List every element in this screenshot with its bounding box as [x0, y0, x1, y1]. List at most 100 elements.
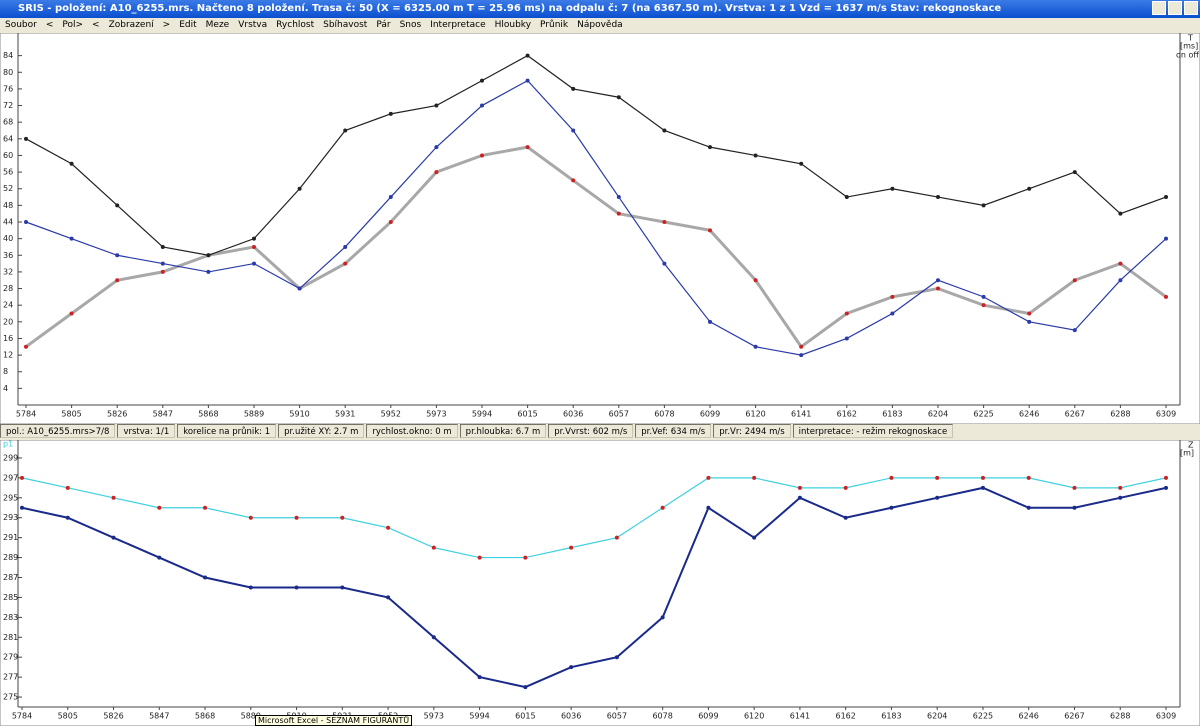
x-tick-label: 6141 — [790, 712, 810, 721]
series-point — [753, 278, 758, 283]
y-tick-label: 279 — [3, 653, 18, 662]
y-tick-label: 281 — [3, 633, 18, 642]
series-point — [343, 261, 348, 266]
series-point — [1026, 505, 1031, 510]
menu-item[interactable]: Edit — [179, 20, 197, 30]
menu-item[interactable]: < — [45, 20, 54, 30]
series-point — [844, 336, 849, 341]
x-tick-label: 5889 — [244, 410, 264, 419]
menu-item[interactable]: Hloubky — [494, 20, 532, 30]
series-point — [523, 685, 528, 690]
y-tick-label: 283 — [3, 613, 18, 622]
x-tick-label: 6078 — [652, 712, 672, 721]
series-point — [20, 505, 24, 510]
y-tick-label: 4 — [3, 384, 8, 393]
series-point — [797, 495, 802, 500]
menu-item[interactable]: Rychlost — [276, 20, 315, 30]
menu-item[interactable]: Zobrazení — [108, 20, 154, 30]
series-point — [708, 145, 712, 150]
x-tick-label: 5805 — [61, 410, 81, 419]
x-tick-label: 5994 — [469, 712, 489, 721]
series-point — [69, 236, 74, 241]
series-point — [935, 495, 940, 500]
series-point — [65, 485, 70, 490]
menu-item[interactable]: Průnik — [540, 20, 569, 30]
series-point — [981, 203, 986, 208]
menu-item[interactable]: < — [92, 20, 100, 30]
series-line — [21, 477, 1167, 559]
y-tick-label: 76 — [3, 84, 13, 93]
series-point — [890, 186, 895, 191]
plot-background — [0, 440, 1200, 726]
series-point — [434, 170, 439, 175]
x-tick-label: 5931 — [335, 410, 355, 419]
series-point — [203, 575, 208, 580]
series-point — [1027, 186, 1032, 191]
series-point — [24, 220, 28, 224]
menu-item[interactable]: Sbíhavost — [323, 20, 368, 30]
series-point — [936, 278, 940, 283]
y-tick-label: 72 — [3, 101, 13, 110]
y-tick-label: 32 — [3, 267, 13, 276]
y-tick-label: 52 — [3, 184, 13, 193]
series-point — [431, 545, 436, 550]
y-tick-label: 56 — [3, 168, 13, 177]
x-tick-label: 6246 — [1019, 712, 1039, 721]
series-point — [69, 161, 74, 166]
minimize[interactable] — [1152, 1, 1166, 15]
series-point — [1072, 505, 1077, 510]
series-point — [662, 220, 667, 224]
y-tick-label: 24 — [3, 301, 13, 310]
series-point — [752, 535, 757, 540]
x-tick-label: 6120 — [745, 410, 765, 419]
status-field: pr.Vef: 634 m/s — [635, 424, 712, 438]
menu-item[interactable]: Pol> — [62, 20, 84, 30]
series-point — [1072, 485, 1077, 490]
x-tick-label: 5847 — [149, 712, 169, 721]
x-tick-label: 5826 — [103, 712, 123, 721]
y-tick-label: 291 — [3, 533, 18, 542]
series-point — [616, 195, 621, 200]
series-point — [386, 525, 391, 530]
x-tick-label: 5784 — [16, 410, 36, 419]
menu-item[interactable]: Pár — [376, 20, 391, 30]
series-point — [388, 111, 393, 116]
series-point — [24, 136, 28, 141]
menu-item[interactable]: Meze — [205, 20, 230, 30]
series-point — [799, 161, 804, 166]
series-point — [1164, 236, 1168, 241]
series-point — [1164, 485, 1168, 490]
menu-item[interactable]: Nápověda — [577, 20, 623, 30]
series-point — [157, 505, 162, 510]
x-tick-label: 6015 — [515, 712, 535, 721]
maximize[interactable] — [1168, 1, 1182, 15]
close[interactable] — [1184, 1, 1198, 15]
series-point — [297, 186, 302, 191]
x-tick-label: 5973 — [426, 410, 446, 419]
series-point — [571, 178, 576, 183]
x-tick-label: 6057 — [607, 712, 627, 721]
menu-item[interactable]: Snos — [399, 20, 422, 30]
series-point — [477, 675, 482, 680]
menu-item[interactable]: Interpretace — [430, 20, 486, 30]
status-field: pol.: A10_6255.mrs>7/8 — [0, 424, 116, 438]
series-point — [340, 585, 345, 590]
series-point — [480, 153, 484, 158]
toggle: on off — [1176, 51, 1199, 60]
series-point — [1027, 319, 1032, 324]
series-point — [160, 269, 165, 274]
x-tick-label: 5805 — [58, 712, 78, 721]
axis-unit: [m] — [1180, 449, 1194, 458]
menu-item[interactable]: > — [162, 20, 171, 30]
series-point — [1118, 261, 1123, 266]
series-point — [206, 253, 211, 258]
y-tick-label: 299 — [3, 453, 18, 462]
series-point — [294, 585, 299, 590]
y-tick-label: 60 — [3, 151, 13, 160]
menu-item[interactable]: Soubor — [5, 20, 37, 30]
series-point — [981, 303, 986, 308]
status-field: pr.Vvrst: 602 m/s — [548, 424, 634, 438]
menu-item[interactable]: Vrstva — [238, 20, 268, 30]
series-point — [752, 475, 757, 480]
series-point — [753, 153, 758, 158]
